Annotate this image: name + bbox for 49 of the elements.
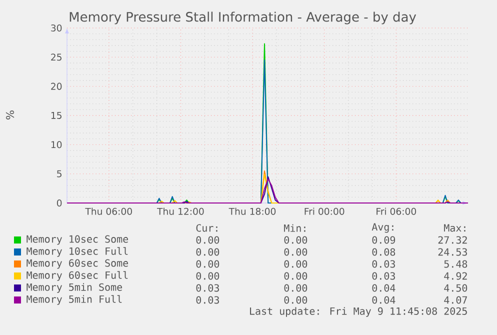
text: 0.03: [372, 272, 395, 280]
text: Max:: [444, 224, 466, 232]
y-tick-label: 10: [51, 141, 62, 148]
text: 4.92: [444, 272, 467, 280]
x-tick-label: Thu 18:00: [228, 208, 276, 215]
text: 4.07: [444, 296, 467, 304]
text: Avg:: [372, 223, 394, 233]
text: Last update: Fri May 9 11:45:08 2025: [250, 307, 467, 317]
text: 0.00: [196, 248, 220, 256]
y-tick-label: 25: [51, 54, 62, 61]
text: 4.50: [444, 284, 468, 292]
text: 0.00: [284, 284, 308, 292]
text: 0.00: [284, 272, 308, 280]
text: 0.00: [196, 236, 220, 244]
x-tick-label: Fri 00:00: [304, 208, 344, 215]
text: 0.04: [372, 296, 396, 304]
text: 24.53: [438, 248, 467, 256]
text: 0.00: [196, 272, 220, 280]
text: 0.00: [284, 248, 308, 256]
y-axis-title: %: [6, 110, 14, 120]
x-tick-label: Fri 06:00: [376, 208, 416, 215]
x-tick-label: Thu 12:00: [157, 208, 204, 215]
text: Min:: [284, 224, 306, 232]
legend-label: Memory 5min Some: [26, 283, 122, 293]
text: Cur:: [196, 224, 218, 232]
text: 0.08: [372, 248, 396, 256]
legend-label: Memory 10sec Some: [26, 235, 128, 245]
text: 0.00: [284, 260, 308, 268]
text: 0.00: [196, 260, 220, 268]
text: 5.48: [444, 260, 468, 268]
x-tick-label: Thu 06:00: [85, 208, 132, 215]
text: 0.00: [284, 236, 308, 244]
text: 0.00: [284, 296, 308, 304]
legend-label: Memory 5min Full: [26, 295, 122, 305]
text: 0.03: [196, 284, 219, 292]
text: 0.03: [372, 260, 395, 268]
y-tick-label: 0: [56, 199, 62, 207]
text: 0.09: [372, 236, 396, 244]
y-tick-label: 15: [51, 112, 62, 119]
chart-title: Memory Pressure Stall Information - Average - by day: [70, 12, 416, 24]
legend-label: Memory 60sec Full: [26, 271, 128, 281]
text: 0.03: [196, 296, 219, 304]
text: 0.04: [372, 284, 396, 292]
y-tick-label: 30: [51, 24, 62, 32]
y-tick-label: 5: [57, 170, 62, 178]
y-tick-label: 20: [51, 82, 62, 90]
legend-label: Memory 10sec Full: [26, 247, 128, 257]
legend-label: Memory 60sec Some: [26, 259, 128, 269]
text: 27.32: [438, 236, 467, 244]
